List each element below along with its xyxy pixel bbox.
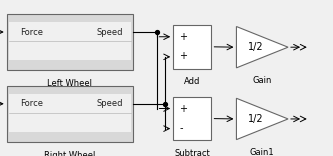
- Text: 1/2: 1/2: [248, 42, 264, 52]
- Bar: [9, 94, 131, 132]
- Bar: [173, 97, 211, 140]
- Bar: [9, 22, 131, 60]
- Text: Force: Force: [20, 27, 43, 37]
- Text: 1/2: 1/2: [248, 114, 264, 124]
- Bar: [7, 14, 133, 70]
- Text: -: -: [179, 123, 183, 133]
- Polygon shape: [236, 27, 288, 68]
- Text: Speed: Speed: [97, 27, 123, 37]
- Bar: [173, 25, 211, 69]
- Text: Add: Add: [184, 77, 200, 86]
- Polygon shape: [236, 98, 288, 140]
- Text: Left Wheel: Left Wheel: [47, 79, 93, 88]
- Bar: [7, 86, 133, 142]
- Text: +: +: [179, 51, 187, 61]
- Text: Gain: Gain: [252, 76, 272, 85]
- Text: +: +: [179, 32, 187, 42]
- Text: Right Wheel: Right Wheel: [44, 151, 96, 156]
- Text: Gain1: Gain1: [250, 148, 274, 156]
- Text: Speed: Speed: [97, 99, 123, 108]
- Text: Force: Force: [20, 99, 43, 108]
- Text: +: +: [179, 104, 187, 114]
- Text: Subtract: Subtract: [174, 149, 210, 156]
